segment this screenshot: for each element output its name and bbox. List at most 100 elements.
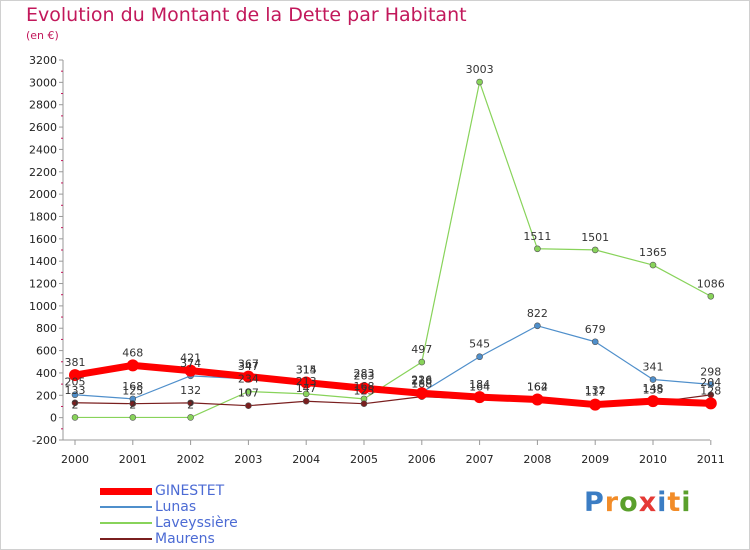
data-label-ginestet: 148 [643, 382, 664, 395]
proxiti-logo: Proxiti [584, 487, 692, 518]
x-tick-label: 2005 [350, 453, 378, 466]
data-point-ginestet [415, 387, 428, 400]
data-point-lunas [71, 391, 79, 399]
data-point-ginestet [647, 395, 659, 408]
y-tick-label: -200 [32, 434, 57, 447]
data-point-ginestet [704, 397, 717, 410]
legend-swatch-ginestet [100, 487, 152, 495]
x-tick-label: 2000 [61, 453, 89, 466]
logo-letter: x [638, 487, 658, 518]
data-label-laveyssi-re: 497 [411, 343, 432, 356]
x-tick-label: 2001 [119, 453, 147, 466]
data-label-lunas: 298 [700, 365, 721, 378]
data-label-laveyssi-re: 2 [187, 398, 194, 411]
data-label-lunas: 168 [122, 380, 143, 393]
y-tick-label: 1200 [29, 278, 57, 291]
legend-swatch-lunas [100, 506, 152, 508]
data-label-maurens: 107 [238, 387, 259, 400]
data-point-laveyssi-re [649, 261, 657, 269]
data-point-laveyssi-re [591, 246, 599, 254]
y-tick-label: 1800 [29, 210, 57, 223]
x-tick-label: 2006 [408, 453, 436, 466]
y-tick-label: 3200 [29, 54, 57, 67]
chart-legend: GINESTET Lunas Laveyssière Maurens [100, 483, 360, 548]
data-label-ginestet: 184 [469, 378, 490, 391]
data-label-maurens: 125 [122, 385, 143, 398]
data-point-laveyssi-re [129, 414, 137, 421]
x-tick-label: 2010 [639, 453, 667, 466]
legend-label-ginestet: GINESTET [155, 483, 225, 499]
data-point-lunas [534, 322, 541, 330]
data-label-lunas: 347 [238, 360, 259, 373]
data-label-lunas: 283 [354, 367, 375, 380]
data-point-ginestet [473, 391, 486, 404]
data-label-maurens: 147 [296, 382, 317, 395]
y-tick-label: 3000 [29, 76, 57, 89]
data-label-ginestet: 468 [122, 346, 143, 359]
data-point-ginestet [589, 398, 602, 411]
x-tick-label: 2002 [177, 453, 205, 466]
y-tick-label: 2400 [29, 143, 57, 156]
data-point-ginestet [358, 382, 370, 395]
data-point-laveyssi-re [71, 414, 79, 421]
y-tick-label: 1600 [29, 233, 57, 246]
data-label-laveyssi-re: 1365 [639, 246, 667, 259]
data-label-ginestet: 128 [700, 384, 721, 397]
y-tick-label: 400 [36, 367, 57, 380]
data-label-ginestet: 421 [180, 352, 201, 365]
legend-item-lunas: Lunas [100, 499, 360, 516]
data-label-laveyssi-re: 2 [129, 398, 136, 411]
legend-label-maurens: Maurens [155, 531, 215, 547]
logo-letter: i [681, 487, 692, 518]
data-point-laveyssi-re [418, 358, 426, 366]
data-label-maurens: 133 [65, 384, 86, 397]
x-tick-label: 2003 [234, 453, 262, 466]
legend-item-laveyssi-re: Laveyssière [100, 515, 360, 532]
data-label-lunas: 205 [65, 376, 86, 389]
data-label-lunas: 315 [296, 363, 317, 376]
data-label-maurens: 132 [585, 384, 606, 397]
series-line-laveyssi-re [74, 81, 712, 419]
data-label-ginestet: 263 [354, 369, 375, 382]
logo-letter: t [667, 487, 682, 518]
y-tick-label: 2000 [29, 188, 57, 201]
chart-title: Evolution du Montant de la Dette par Hab… [26, 4, 467, 26]
data-point-maurens [245, 402, 252, 409]
data-point-maurens [302, 397, 310, 405]
y-tick-label: 600 [36, 345, 57, 358]
data-label-maurens: 132 [180, 384, 201, 397]
data-point-maurens [187, 399, 194, 407]
series-line-ginestet [71, 361, 715, 409]
data-point-ginestet [126, 359, 139, 372]
data-label-laveyssi-re: 234 [238, 372, 259, 385]
data-label-laveyssi-re: 168 [354, 380, 375, 393]
data-point-maurens [129, 400, 137, 407]
legend-item-ginestet: GINESTET [100, 483, 360, 500]
data-point-ginestet [184, 364, 197, 377]
y-tick-label: 2800 [29, 99, 57, 112]
data-point-maurens [360, 400, 368, 407]
legend-item-maurens: Maurens [100, 531, 360, 548]
data-label-ginestet: 381 [65, 356, 86, 369]
data-label-lunas: 341 [643, 361, 664, 374]
x-tick-label: 2004 [292, 453, 320, 466]
x-tick-label: 2007 [466, 453, 494, 466]
data-point-laveyssi-re [187, 414, 194, 421]
data-label-maurens: 204 [700, 376, 721, 389]
chart-axes: -200 0 200 400 600 800 1000 1200 1400 1600 1800 200… [29, 54, 725, 466]
data-label-lunas: 822 [527, 307, 548, 320]
data-point-laveyssi-re [476, 78, 483, 86]
logo-letter: i [657, 487, 668, 518]
data-label-laveyssi-re: 1511 [523, 230, 551, 243]
data-label-maurens: 164 [469, 380, 490, 393]
legend-label-laveyssi-re: Laveyssière [155, 515, 238, 531]
data-point-lunas [591, 338, 599, 346]
data-point-lunas [649, 376, 657, 383]
y-tick-label: 800 [36, 322, 57, 335]
data-label-maurens: 188 [411, 378, 432, 391]
logo-letter: r [604, 487, 620, 518]
legend-label-lunas: Lunas [155, 499, 197, 515]
data-label-lunas: 679 [585, 323, 606, 336]
y-tick-label: 0 [50, 412, 57, 425]
